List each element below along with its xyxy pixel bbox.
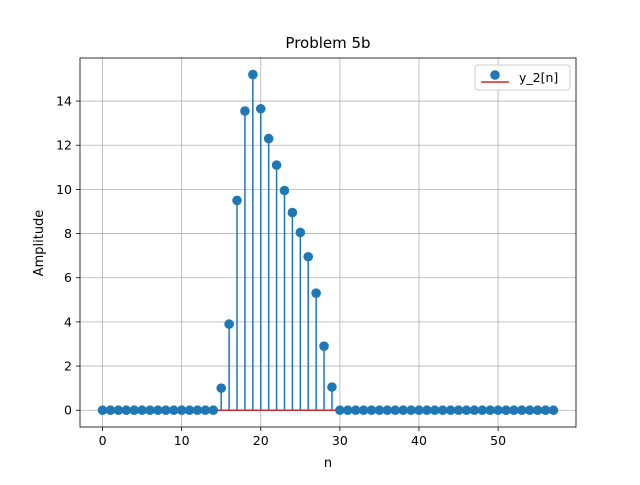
stem-marker (137, 405, 147, 416)
x-tick-label: 0 (99, 433, 107, 448)
axes-frame (79, 57, 577, 428)
stem-marker (145, 405, 155, 416)
stem-marker (335, 405, 345, 416)
stem-marker (350, 405, 361, 416)
stem-marker (153, 405, 163, 416)
stem-marker (358, 405, 369, 416)
stem-marker (232, 195, 242, 206)
stem-marker (390, 405, 401, 416)
stem-marker (311, 288, 321, 298)
y-tick-label: 0 (64, 403, 72, 418)
y-axis-label: Amplitude (32, 210, 47, 277)
stem-marker (327, 382, 337, 392)
markers-group (97, 69, 559, 416)
y-tick-label: 4 (64, 314, 72, 329)
stem-marker (406, 405, 416, 416)
stem-marker (524, 405, 535, 416)
stem-marker (532, 405, 543, 416)
stem-marker (501, 405, 511, 416)
legend: y_2[n] (474, 64, 571, 91)
stem-marker (113, 405, 124, 416)
stem-marker (366, 405, 377, 416)
stem-marker (295, 227, 306, 238)
stem-marker (271, 160, 282, 170)
stem-marker (540, 405, 551, 416)
stem-marker (184, 405, 195, 416)
stem-marker (200, 405, 211, 416)
stem-marker (192, 405, 203, 416)
x-tick-label: 40 (411, 433, 427, 448)
legend-marker-swatch (490, 70, 500, 80)
stem-marker (548, 405, 559, 416)
stem-marker (105, 405, 116, 416)
legend-entry-label: y_2[n] (519, 70, 558, 85)
stem-marker (216, 383, 227, 393)
stem-marker (208, 405, 219, 416)
stem-marker (255, 103, 266, 114)
stem-marker (161, 405, 171, 416)
stem-marker (422, 405, 432, 416)
stem-marker (224, 319, 234, 329)
legend-box (474, 64, 571, 91)
stem-marker (240, 106, 250, 116)
x-axis-label: n (324, 456, 332, 471)
stem-marker (445, 405, 456, 416)
stem-marker (97, 405, 108, 416)
stem-marker (287, 207, 298, 218)
x-tick-label: 20 (253, 433, 269, 448)
stem-marker (509, 405, 519, 416)
x-tick-label: 30 (332, 433, 348, 448)
stem-marker (485, 405, 495, 416)
stem-marker (168, 405, 179, 416)
y-tick-label: 10 (56, 182, 72, 197)
stem-marker (429, 405, 440, 416)
x-tick-label: 50 (490, 433, 506, 448)
x-tick-label: 10 (174, 433, 190, 448)
stem-marker (121, 405, 132, 416)
stem-marker (129, 405, 139, 416)
y-tick-label: 6 (64, 270, 72, 285)
y-tick-label: 2 (64, 359, 72, 374)
y-tick-label: 14 (56, 94, 72, 109)
y-tick-label: 8 (64, 226, 72, 241)
stem-marker (382, 405, 393, 416)
stem-marker (303, 251, 314, 262)
stem-marker (263, 133, 274, 144)
stem-marker (319, 341, 329, 351)
stem-marker (398, 405, 408, 416)
stem-marker (517, 405, 527, 416)
stem-marker (279, 185, 290, 196)
stem-marker (414, 405, 424, 416)
chart-title: Problem 5b (285, 34, 370, 52)
stem-marker (493, 405, 503, 416)
stem-marker (374, 405, 385, 416)
stem-marker (477, 405, 488, 416)
y-tick-label: 12 (56, 138, 72, 153)
stems-group (220, 74, 333, 411)
stem-marker (437, 405, 448, 416)
stem-marker (461, 405, 472, 416)
stem-marker (176, 405, 187, 416)
stem-marker (248, 69, 258, 80)
ticks-group: 0 10 20 30 40 50 0 2 4 6 8 10 12 14 (56, 94, 506, 448)
stem-marker (453, 405, 464, 416)
stem-marker (469, 405, 480, 416)
stem-marker (342, 405, 353, 416)
